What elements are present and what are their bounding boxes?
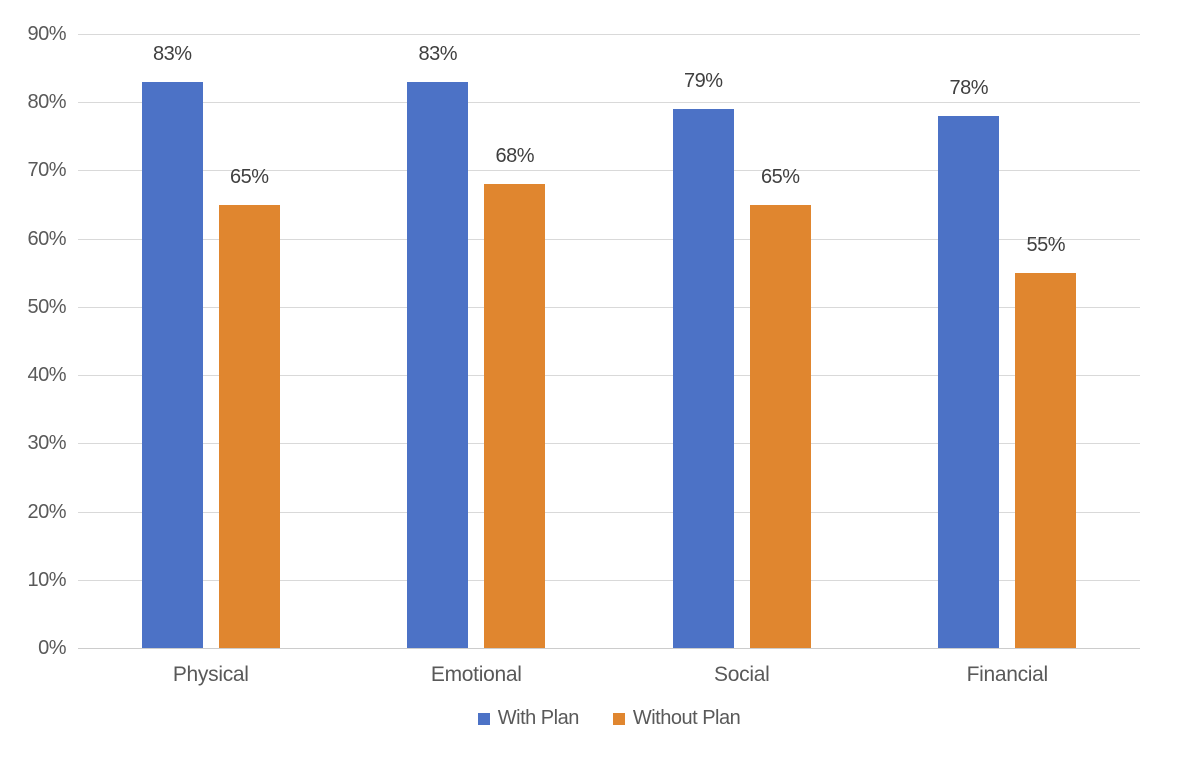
category-group: 83% 68% Emotional	[344, 34, 610, 686]
y-tick-label: 60%	[27, 227, 66, 250]
data-label: 83%	[418, 42, 458, 65]
y-tick-label: 40%	[27, 364, 66, 387]
legend-label: With Plan	[497, 707, 580, 729]
y-tick-label: 70%	[27, 159, 66, 182]
gridline	[78, 579, 1140, 581]
category-label: Emotional	[430, 663, 522, 686]
y-tick-label: 10%	[27, 568, 66, 591]
gridline	[78, 34, 1140, 35]
category-group: 78% 55% Financial	[875, 34, 1141, 686]
data-label: 83%	[152, 42, 192, 65]
legend-swatch-icon	[612, 712, 625, 725]
category-label: Social	[714, 663, 770, 686]
legend-item: Without Plan	[612, 707, 741, 730]
legend-label: Without Plan	[632, 707, 741, 729]
legend-item: With Plan	[477, 707, 580, 730]
x-axis-line	[78, 648, 1140, 649]
data-label: 65%	[760, 165, 800, 188]
bar-without-plan	[484, 184, 546, 648]
legend: With Plan Without Plan	[78, 707, 1140, 730]
data-label: 55%	[1026, 233, 1066, 256]
bar-with-plan	[407, 81, 469, 648]
y-tick-label: 20%	[27, 500, 66, 523]
gridline	[78, 306, 1140, 308]
y-tick-label: 80%	[27, 91, 66, 114]
gridline	[78, 443, 1140, 445]
data-label: 79%	[683, 70, 723, 93]
y-axis: 0% 10% 20% 30% 40% 50% 60% 70% 80% 90%	[0, 24, 66, 658]
category-label: Physical	[172, 663, 249, 686]
data-label: 68%	[495, 145, 535, 168]
category-group: 83% 65% Physical	[78, 34, 344, 686]
y-tick-label: 30%	[27, 432, 66, 455]
y-tick-label: 90%	[27, 23, 66, 45]
legend-swatch-icon	[477, 712, 490, 725]
gridline	[78, 238, 1140, 240]
bar-without-plan	[218, 204, 280, 648]
bar-with-plan	[938, 115, 1000, 648]
category-group: 79% 65% Social	[609, 34, 875, 686]
y-tick-label: 50%	[27, 295, 66, 318]
bar-without-plan	[749, 204, 811, 648]
bar-with-plan	[672, 109, 734, 648]
bar-with-plan	[141, 81, 203, 648]
data-label: 65%	[229, 165, 269, 188]
gridline	[78, 511, 1140, 513]
y-tick-label: 0%	[38, 637, 66, 659]
gridline	[78, 102, 1140, 104]
gridline	[78, 170, 1140, 172]
category-label: Financial	[966, 663, 1049, 686]
gridline	[78, 375, 1140, 377]
bar-without-plan	[1015, 272, 1077, 648]
data-label: 78%	[949, 76, 989, 99]
plot-area: 83% 65% Physical 83% 68% Emotional 79% 65% Socia…	[78, 34, 1141, 686]
